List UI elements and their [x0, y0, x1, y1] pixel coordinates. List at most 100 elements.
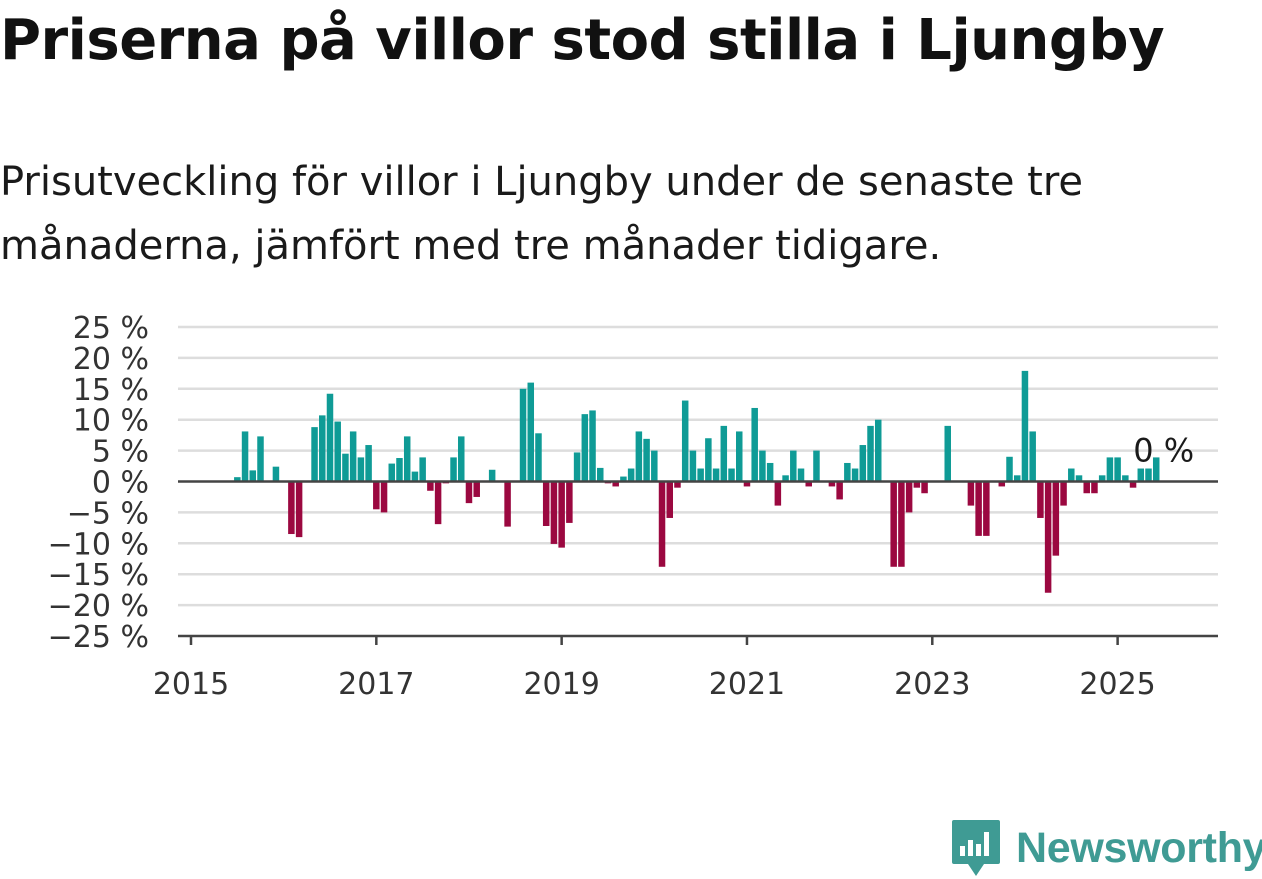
- bar: [1075, 475, 1083, 482]
- bar: [743, 481, 751, 487]
- bar: [257, 436, 264, 482]
- y-tick-label: 10 %: [73, 404, 149, 439]
- bar: [396, 458, 403, 482]
- bar: [651, 450, 658, 482]
- bar: [836, 481, 843, 500]
- y-tick-label: 25 %: [73, 311, 149, 346]
- bar: [1122, 475, 1129, 482]
- y-tick-label: −25 %: [48, 620, 149, 655]
- y-tick-label: 0 %: [92, 466, 149, 501]
- bar: [311, 427, 318, 482]
- x-tick-label: 2023: [894, 667, 970, 702]
- bar: [1152, 457, 1160, 482]
- bar: [458, 436, 465, 482]
- bar: [666, 481, 673, 518]
- bar: [295, 481, 303, 538]
- bar: [234, 477, 241, 482]
- bar: [998, 481, 1006, 487]
- x-axis-tick-labels: 2015 2017 2019 2021 2023 2025: [153, 667, 1156, 702]
- bar: [411, 471, 419, 482]
- y-tick-label: −5 %: [67, 496, 149, 531]
- bar: [319, 415, 326, 482]
- bar: [851, 468, 859, 482]
- bar: [898, 481, 905, 567]
- bar: [450, 457, 457, 482]
- bar: [790, 450, 797, 482]
- y-tick-label: −15 %: [48, 558, 149, 593]
- bar: [1114, 457, 1121, 482]
- bar: [419, 457, 426, 482]
- bar: [581, 414, 589, 482]
- bar: [1083, 481, 1090, 494]
- bar: [1098, 475, 1106, 482]
- bar: [859, 445, 867, 482]
- bar: [774, 481, 782, 506]
- bar: [597, 467, 604, 482]
- x-tick-label: 2025: [1079, 667, 1155, 702]
- bar: [967, 481, 975, 506]
- bar: [697, 468, 704, 482]
- bar: [349, 431, 357, 482]
- y-tick-label: −20 %: [48, 589, 149, 624]
- bar: [874, 419, 882, 482]
- bar: [944, 425, 951, 482]
- bar: [759, 450, 766, 482]
- bar: [1060, 481, 1067, 506]
- bar: [288, 481, 295, 535]
- gridlines: [178, 325, 1218, 607]
- bar: [589, 410, 596, 482]
- bar: [566, 481, 573, 523]
- bar: [905, 481, 913, 513]
- bar: [643, 438, 650, 482]
- bar: [813, 450, 820, 482]
- bar: [1091, 481, 1098, 494]
- bar: [527, 382, 535, 482]
- newsworthy-logo-icon: [952, 820, 1000, 876]
- bar: [542, 481, 550, 526]
- bar: [782, 475, 789, 482]
- y-tick-label: 20 %: [73, 342, 149, 377]
- bar: [1044, 481, 1052, 593]
- bar: [867, 425, 874, 482]
- bar: [550, 481, 558, 544]
- bar: [766, 462, 774, 482]
- bar: [921, 481, 928, 494]
- bar: [519, 388, 527, 482]
- bar: [473, 481, 480, 497]
- x-tick-label: 2015: [153, 667, 229, 702]
- bar: [983, 481, 990, 536]
- x-tick-label: 2021: [709, 667, 785, 702]
- bar: [805, 481, 812, 487]
- logo-text: Newsworthy: [1016, 823, 1262, 872]
- bar: [373, 481, 380, 510]
- bar: [658, 481, 666, 567]
- bar: [504, 481, 511, 527]
- bar: [635, 431, 643, 482]
- bar-chart: 25 %20 %15 %10 %5 %0 %−5 %−10 %−15 %−20 …: [48, 311, 1218, 702]
- bar: [1137, 468, 1145, 482]
- bar: [334, 421, 341, 482]
- bar: [1052, 481, 1060, 556]
- bar: [1029, 431, 1036, 482]
- bar: [705, 438, 712, 482]
- bar: [388, 463, 396, 482]
- bar: [913, 481, 921, 488]
- y-tick-label: −10 %: [48, 527, 149, 562]
- bar: [1013, 475, 1021, 482]
- bar: [558, 481, 565, 548]
- bar: [674, 481, 681, 488]
- bar: [326, 393, 334, 482]
- bar: [797, 468, 805, 482]
- bar: [1129, 481, 1137, 488]
- bar: [828, 481, 836, 487]
- bar: [434, 481, 442, 525]
- bar: [689, 450, 697, 482]
- bar: [751, 407, 758, 482]
- bar: [272, 466, 280, 482]
- bar: [1145, 468, 1152, 482]
- bar: [1006, 456, 1013, 482]
- bar: [535, 433, 542, 482]
- y-tick-label: 5 %: [92, 435, 149, 470]
- y-axis-tick-labels: 25 %20 %15 %10 %5 %0 %−5 %−10 %−15 %−20 …: [48, 311, 149, 655]
- bar: [249, 470, 257, 482]
